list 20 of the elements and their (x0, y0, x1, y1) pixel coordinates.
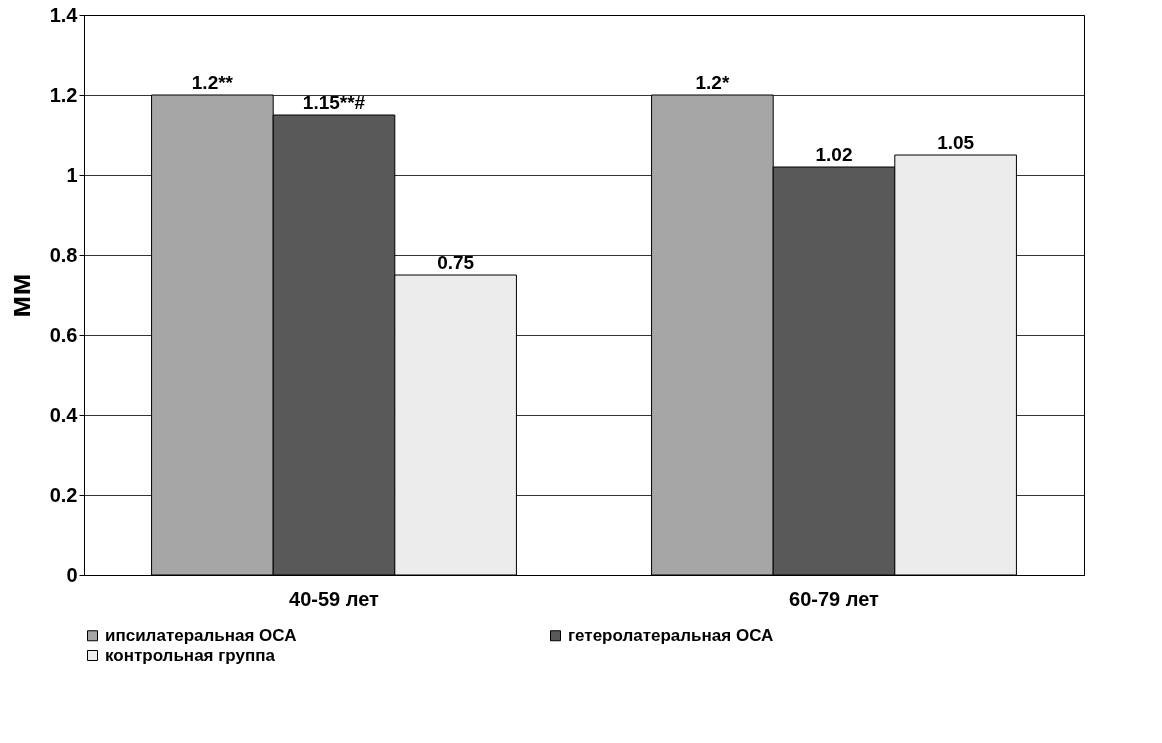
y-tick-label: 0.8 (49, 243, 78, 266)
data-label: 1.05 (937, 132, 975, 153)
legend-label: контрольная группа (105, 645, 276, 665)
y-tick-label: 0.6 (49, 323, 78, 346)
data-label: 1.02 (815, 144, 853, 165)
y-tick-label: 0.2 (49, 483, 78, 506)
data-label: 1.2** (191, 72, 234, 93)
x-tick-label: 60-79 лет (789, 587, 880, 610)
data-label: 1.15**# (302, 92, 366, 113)
data-label: 1.2* (695, 72, 730, 93)
y-tick-label: 0.4 (49, 403, 79, 426)
y-tick-label: 1.2 (49, 83, 78, 106)
legend-label: гетеролатеральная ОСА (568, 625, 774, 645)
y-tick-label: 0 (66, 563, 78, 586)
x-tick-label: 40-59 лет (289, 587, 380, 610)
data-label: 0.75 (437, 252, 475, 273)
y-axis-title: мм (2, 273, 36, 318)
y-tick-label: 1 (66, 163, 78, 186)
legend-label: ипсилатеральная ОСА (105, 625, 297, 645)
y-tick-label: 1.4 (49, 3, 79, 26)
